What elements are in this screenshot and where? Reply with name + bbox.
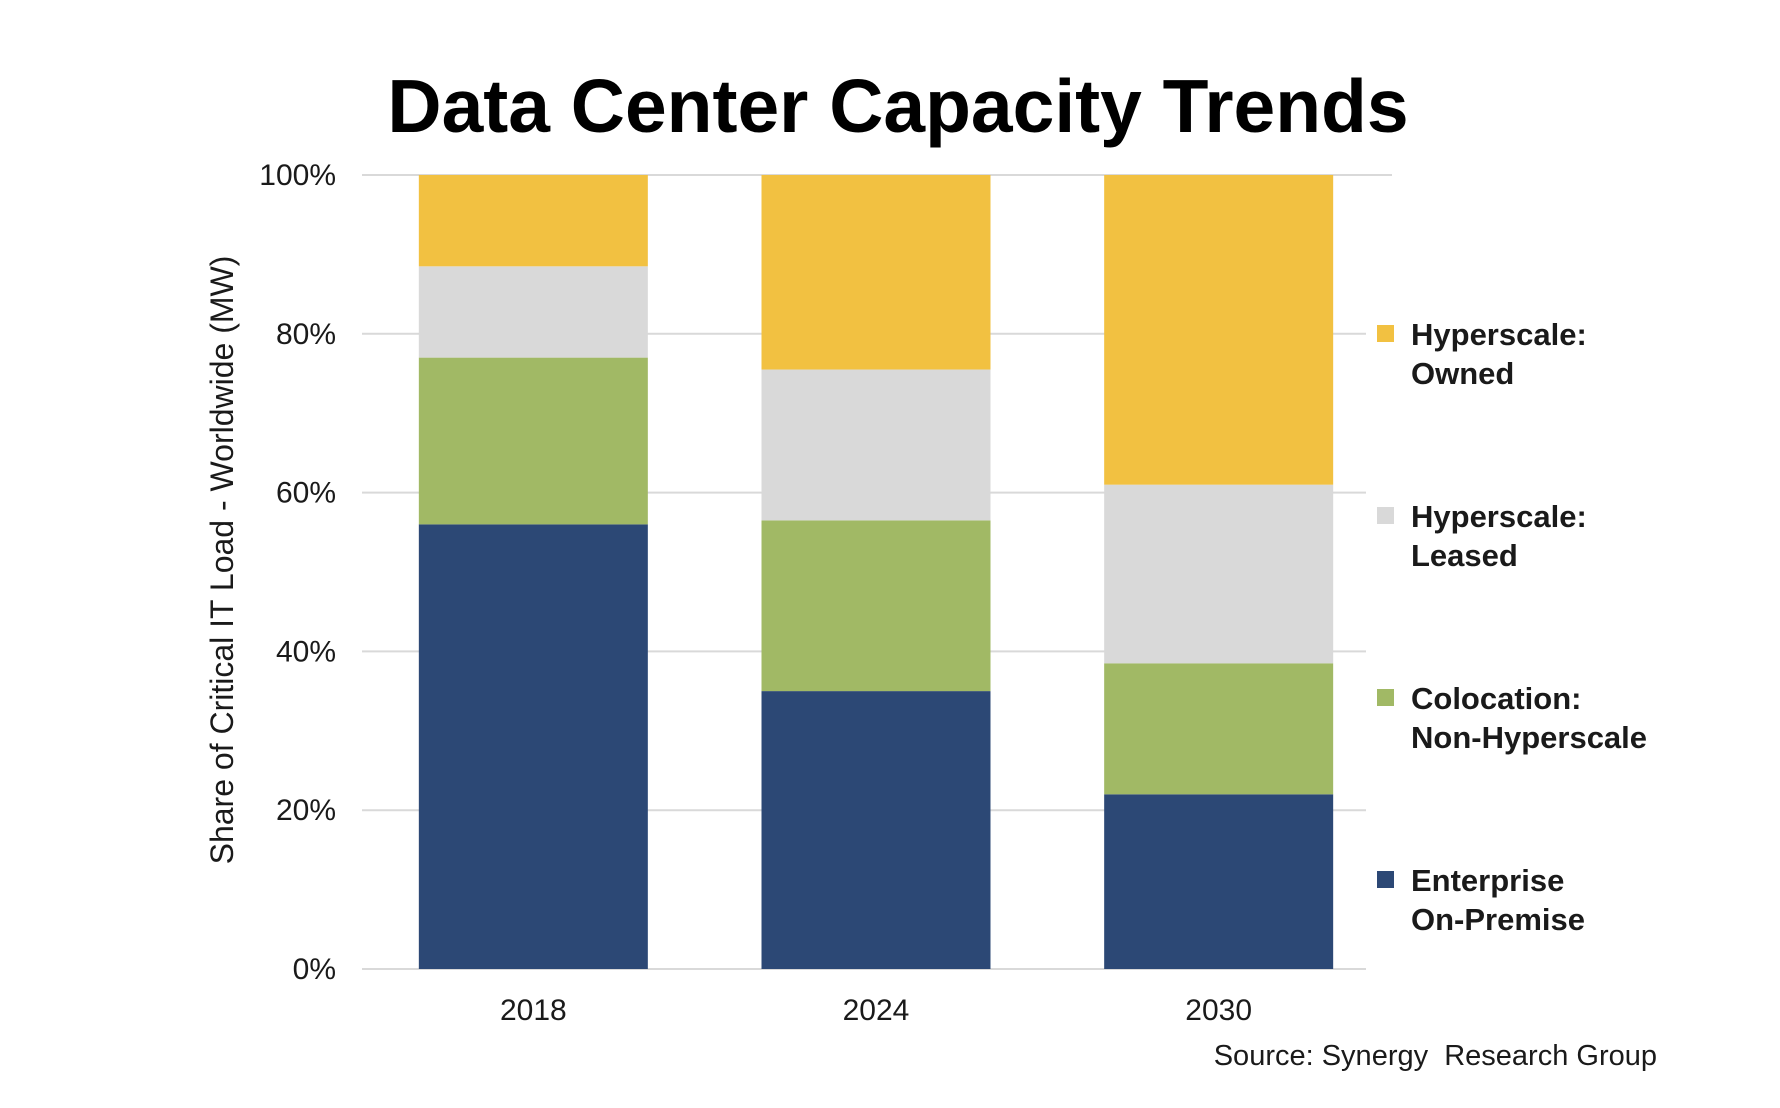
bar-2024-hyperscale-leased: [761, 369, 991, 521]
x-tick-label: 2024: [843, 994, 910, 1027]
legend-swatch-colocation-non-hyperscale: [1377, 689, 1394, 706]
legend-label-colocation-non-hyperscale: Non-Hyperscale: [1411, 720, 1647, 755]
bar-2024-hyperscale-owned: [761, 175, 991, 370]
y-tick-label: 20%: [276, 794, 336, 827]
legend-label-enterprise-on-premise: On-Premise: [1411, 902, 1585, 937]
x-axis-ticks: 2018 2024 2030: [500, 994, 1252, 1027]
y-tick-label: 100%: [259, 159, 336, 192]
legend-label-hyperscale-owned: Hyperscale:: [1411, 317, 1587, 352]
x-tick-label: 2018: [500, 994, 567, 1027]
legend-label-hyperscale-leased: Hyperscale:: [1411, 499, 1587, 534]
bar-2018-enterprise-on-premise: [418, 524, 648, 969]
y-axis-ticks: 0% 20% 40% 60% 80% 100%: [259, 159, 336, 986]
legend-label-enterprise-on-premise: Enterprise: [1411, 863, 1564, 898]
bar-2030-enterprise-on-premise: [1104, 794, 1334, 969]
bar-2030-colocation-non-hyperscale: [1104, 663, 1334, 795]
bar-2024-enterprise-on-premise: [761, 691, 991, 969]
y-axis-label: Share of Critical IT Load - Worldwide (M…: [204, 256, 240, 865]
legend-swatch-enterprise-on-premise: [1377, 871, 1394, 888]
legend-label-hyperscale-owned: Owned: [1411, 356, 1514, 391]
legend-label-colocation-non-hyperscale: Colocation:: [1411, 681, 1582, 716]
bar-2018-hyperscale-leased: [418, 266, 648, 358]
y-tick-label: 60%: [276, 477, 336, 510]
bar-2018-hyperscale-owned: [418, 175, 648, 267]
y-tick-label: 40%: [276, 635, 336, 668]
legend-swatch-hyperscale-leased: [1377, 507, 1394, 524]
bar-2018-colocation-non-hyperscale: [418, 357, 648, 525]
y-tick-label: 80%: [276, 318, 336, 351]
bar-2030-hyperscale-owned: [1104, 175, 1334, 485]
bar-2030-hyperscale-leased: [1104, 484, 1334, 664]
x-tick-label: 2030: [1185, 994, 1252, 1027]
chart-title: Data Center Capacity Trends: [387, 64, 1408, 148]
legend-swatch-hyperscale-owned: [1377, 325, 1394, 342]
legend-label-hyperscale-leased: Leased: [1411, 538, 1518, 573]
bar-2024-colocation-non-hyperscale: [761, 520, 991, 692]
y-tick-label: 0%: [293, 953, 336, 986]
bars: [418, 175, 1334, 969]
source-note: Source: Synergy Research Group: [1214, 1040, 1657, 1072]
legend: Hyperscale: Owned Hyperscale: Leased Colocat…: [1377, 317, 1647, 937]
